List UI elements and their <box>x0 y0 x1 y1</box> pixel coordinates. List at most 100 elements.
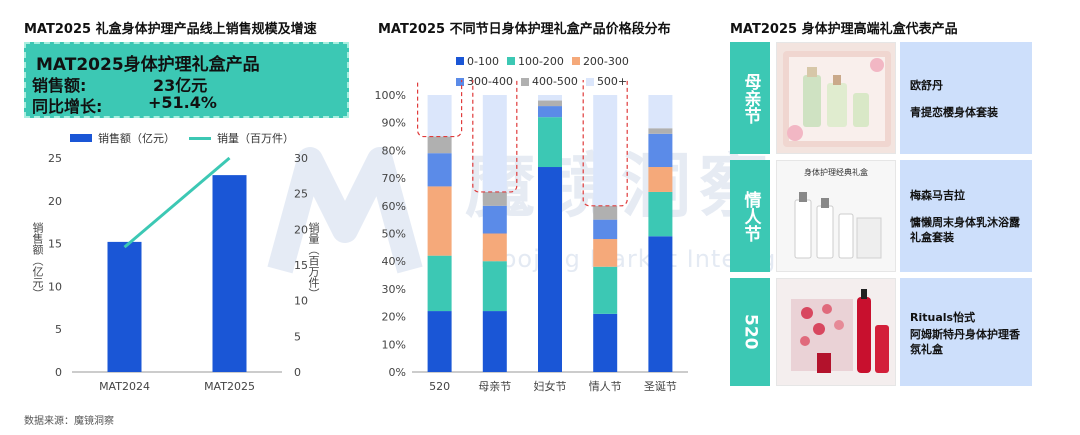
legend-label: 200-300 <box>582 54 629 68</box>
y-tick: 40% <box>382 255 406 268</box>
stack-segment-400-500 <box>593 205 618 220</box>
right-y-tick: 25 <box>294 188 308 201</box>
legend-label: 500+ <box>596 75 628 88</box>
x-tick-label: 母亲节 <box>478 379 511 393</box>
x-tick-label: MAT2024 <box>99 380 150 393</box>
middle-chart: 0% 10% 20% 30% 40% 50% 60% 70% 80% 90% 100% 520 母亲节 妇… <box>375 80 688 393</box>
left-y-axis-label-text: 销售额（亿元） <box>31 222 44 299</box>
stack-segment-100-200 <box>482 261 507 312</box>
legend-swatch <box>520 77 529 86</box>
left-y-tick: 15 <box>48 238 62 251</box>
legend-swatch <box>456 57 464 65</box>
brand-name: 梅森马吉拉 <box>910 189 965 202</box>
y-tick: 10% <box>382 338 406 351</box>
product-name: 阿姆斯特丹身体护理香氛礼盒 <box>910 328 1020 356</box>
brand-name: 欧舒丹 <box>910 79 943 92</box>
stack-segment-0-100 <box>427 311 452 372</box>
product-tag-text: 母亲节 <box>740 72 761 124</box>
stack-segment-100-200 <box>427 255 452 312</box>
stack-segment-300-400 <box>593 219 618 240</box>
left-chart-title: MAT2025 礼盒身体护理产品线上销售规模及增速 <box>24 22 317 37</box>
legend-swatch <box>456 77 464 86</box>
margiela-gift-set-image <box>794 192 882 259</box>
stack-segment-200-300 <box>593 239 618 267</box>
right-y-tick: 5 <box>294 330 301 343</box>
stack-segment-300-400 <box>538 106 562 118</box>
legend-label: 300-400 <box>467 75 513 88</box>
product-desc-loccitane: 欧舒丹 青提恋樱身体套装 <box>900 42 1032 154</box>
left-y-tick: 20 <box>48 195 62 208</box>
legend-item-200-300: 200-300 <box>571 54 629 68</box>
stack-segment-500+ <box>648 95 673 129</box>
stack-segment-500+ <box>482 95 507 192</box>
legend-label: 400-500 <box>531 75 578 88</box>
sales-bar <box>107 241 142 372</box>
legend-swatch <box>585 77 594 86</box>
stack-segment-0-100 <box>593 313 618 372</box>
highlight-dashed-box <box>582 80 628 207</box>
stack-segment-400-500 <box>427 136 452 154</box>
legend-item-300-400: 300-400 <box>456 75 513 88</box>
legend-swatch <box>506 57 515 65</box>
growth-value: +51.4% <box>148 93 217 112</box>
stack-segment-200-300 <box>482 233 507 262</box>
stack-segment-200-300 <box>427 186 452 256</box>
rituals-gift-box-image <box>791 289 889 373</box>
left-legend: 销售额（亿元） 销量（百万件） <box>70 130 294 146</box>
left-y-tick: 0 <box>55 366 62 379</box>
stack-segment-100-200 <box>538 117 562 168</box>
product-tag-text: 520 <box>740 314 761 350</box>
y-tick: 90% <box>382 117 406 130</box>
left-y-tick: 10 <box>48 280 62 293</box>
stack-segment-0-100 <box>482 311 507 372</box>
product-desc-margiela: 梅森马吉拉 慵懒周末身体乳沐浴露礼盒套装 <box>900 160 1032 272</box>
stack-segment-400-500 <box>538 100 562 107</box>
stack-segment-400-500 <box>648 128 673 134</box>
left-y-tick: 25 <box>48 152 62 165</box>
x-tick-label: 情人节 <box>589 380 622 393</box>
legend-label: 100-200 <box>517 54 564 68</box>
stack-segment-500+ <box>593 95 618 206</box>
highlight-dashed-box <box>417 80 463 138</box>
legend-swatch-sales <box>70 134 92 142</box>
x-tick-label: MAT2025 <box>204 380 255 393</box>
x-tick-label: 圣诞节 <box>644 379 677 393</box>
product-tag-520: 520 <box>730 278 770 386</box>
sales-label: 销售额: <box>32 76 87 95</box>
volume-line <box>123 156 231 249</box>
y-tick: 100% <box>375 89 406 102</box>
stack-segment-500+ <box>538 95 562 101</box>
right-y-tick: 20 <box>294 223 308 236</box>
stack-segment-200-300 <box>648 167 673 192</box>
product-photo-margiela: 身体护理经典礼盒 <box>776 160 896 272</box>
y-tick: 50% <box>382 228 406 241</box>
middle-legend: 0-100 100-200 200-300 300-400 400-500 500+ <box>456 50 646 91</box>
middle-chart-title: MAT2025 不同节日身体护理礼盒产品价格段分布 <box>378 22 671 37</box>
left-y-axis-label: 销售额（亿元） <box>30 222 44 302</box>
product-photo-rituals <box>776 278 896 386</box>
loccitane-gift-box-image <box>783 51 891 147</box>
stack-segment-0-100 <box>648 236 673 372</box>
product-tag-valentines: 情人节 <box>730 160 770 272</box>
legend-item-100-200: 100-200 <box>506 54 564 68</box>
legend-item-400-500: 400-500 <box>520 75 578 88</box>
stack-segment-300-400 <box>648 133 673 168</box>
photo-caption: 身体护理经典礼盒 <box>804 168 868 177</box>
legend-label-volume: 销量（百万件） <box>217 132 294 145</box>
product-desc-rituals: Rituals怡式 阿姆斯特丹身体护理香氛礼盒 <box>900 278 1032 386</box>
y-tick: 60% <box>382 200 406 213</box>
y-tick: 30% <box>382 283 406 296</box>
left-chart: 0 5 10 15 20 25 0 5 10 15 20 25 30 MAT2024 MAT2025 <box>48 152 308 393</box>
right-y-tick: 30 <box>294 152 308 165</box>
right-panel-title: MAT2025 身体护理高端礼盒代表产品 <box>730 22 958 37</box>
legend-item-500+: 500+ <box>585 75 628 88</box>
y-tick: 70% <box>382 172 406 185</box>
right-y-axis-label-text: 销量（百万件） <box>307 222 320 299</box>
left-y-tick: 5 <box>55 323 62 336</box>
stack-segment-500+ <box>427 95 452 137</box>
brand-name: Rituals怡式 <box>910 311 976 324</box>
y-tick: 0% <box>389 366 406 379</box>
highlight-box <box>24 42 349 118</box>
stack-segment-400-500 <box>482 191 507 206</box>
stack-segment-100-200 <box>648 191 673 237</box>
